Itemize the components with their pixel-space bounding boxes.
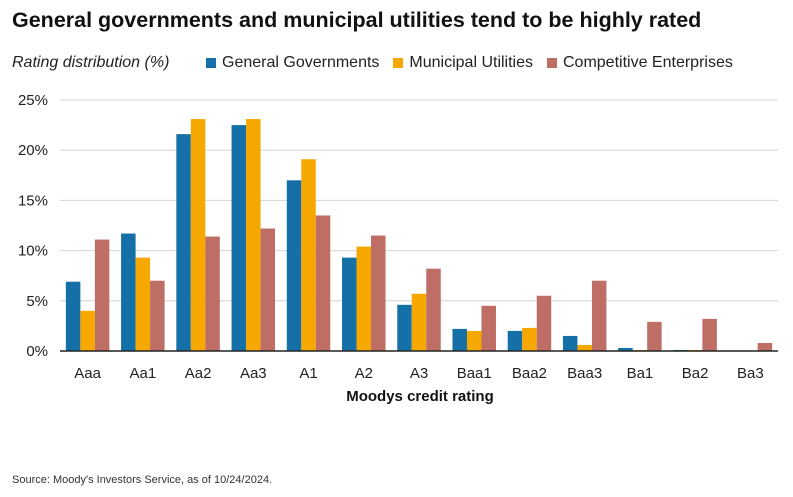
bar-ba1-competitive-enterprises [647,321,662,351]
x-tick-label: A1 [299,365,317,382]
bar-baa2-general-governments [507,330,523,351]
bar-a2-general-governments [342,257,357,351]
bar-aa2-municipal-utilities [190,119,206,351]
legend-swatch [206,58,216,68]
bar-a1-municipal-utilities [301,159,316,351]
bar-aa1-general-governments [121,233,136,351]
x-tick-label: Baa2 [512,365,547,382]
bar-baa3-municipal-utilities [577,344,592,351]
bar-a3-general-governments [397,304,412,351]
legend-swatch [393,58,404,68]
x-tick-label: Ba1 [627,365,654,382]
bar-aa1-competitive-enterprises [150,280,165,351]
y-tick-label: 5% [26,293,48,310]
bar-baa1-general-governments [452,328,467,351]
legend: General Governments Municipal Utilities … [206,54,747,72]
bar-aa2-general-governments [176,134,191,351]
bar-baa3-competitive-enterprises [591,280,607,351]
legend-swatch [547,58,557,68]
bar-aaa-general-governments [65,281,81,351]
bar-ba1-general-governments [618,347,633,351]
x-tick-label: Aa1 [129,365,156,382]
x-tick-label: Ba2 [682,365,709,382]
bar-a2-municipal-utilities [356,246,372,351]
x-tick-label: A3 [410,365,428,382]
bar-a3-municipal-utilities [411,293,427,351]
y-axis-label: Rating distribution (%) [12,54,170,71]
bar-baa2-municipal-utilities [522,327,537,351]
y-tick-label: 15% [18,192,48,209]
legend-item-general-governments: General Governments [206,54,379,72]
x-tick-label: Aa2 [185,365,212,382]
y-tick-label: 25% [18,92,48,109]
source-note: Source: Moody's Investors Service, as of… [12,474,273,486]
x-tick-label: Ba3 [737,365,764,382]
x-tick-label: Baa3 [567,365,602,382]
bar-aaa-municipal-utilities [80,310,95,351]
y-tick-label: 20% [18,142,48,159]
bar-aaa-competitive-enterprises [94,239,110,351]
bar-baa3-general-governments [562,335,578,351]
bar-a1-general-governments [286,180,302,351]
bar-aa1-municipal-utilities [135,257,151,351]
bar-aa3-general-governments [231,125,247,351]
bar-a3-competitive-enterprises [426,268,441,351]
x-tick-label: A2 [355,365,373,382]
legend-item-competitive-enterprises: Competitive Enterprises [547,54,733,72]
x-tick-label: Aa3 [240,365,267,382]
bar-ba3-competitive-enterprises [757,342,773,351]
bar-a2-competitive-enterprises [371,235,386,351]
bar-a1-competitive-enterprises [315,215,331,351]
bar-aa3-competitive-enterprises [260,228,276,351]
bar-baa1-competitive-enterprises [481,305,496,351]
y-tick-label: 0% [26,343,48,360]
x-tick-label: Aaa [74,365,101,382]
chart-title: General governments and municipal utilit… [12,8,702,32]
bar-aa2-competitive-enterprises [205,236,220,351]
legend-label: Competitive Enterprises [563,54,733,71]
legend-label: General Governments [222,54,380,71]
bar-baa1-municipal-utilities [466,330,482,351]
x-axis-label: Moodys credit rating [346,388,494,405]
bar-baa2-competitive-enterprises [536,295,552,351]
legend-item-municipal-utilities: Municipal Utilities [393,54,533,72]
bar-aa3-municipal-utilities [246,119,261,351]
y-tick-label: 10% [18,243,48,260]
legend-label: Municipal Utilities [409,54,533,71]
bar-ba2-competitive-enterprises [702,318,717,351]
x-tick-label: Baa1 [457,365,492,382]
